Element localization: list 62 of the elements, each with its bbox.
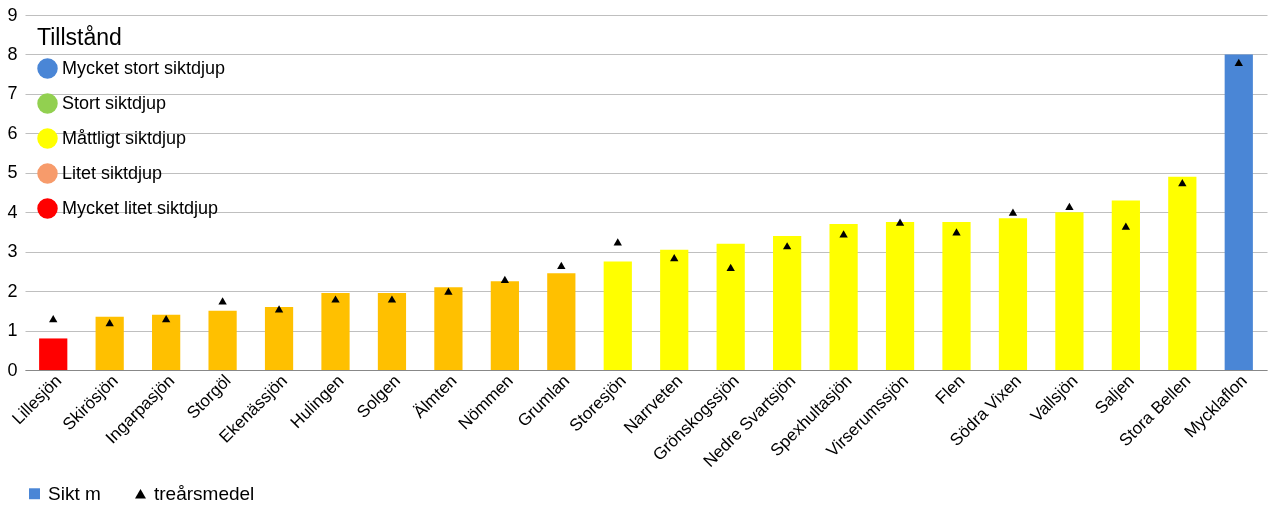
bar — [377, 293, 407, 370]
point — [557, 261, 566, 270]
y-tick-label: 6 — [7, 122, 18, 143]
y-tick-label: 7 — [7, 83, 18, 104]
point — [161, 315, 171, 323]
point — [387, 295, 397, 303]
y-tick-label: 2 — [7, 280, 18, 301]
point — [1234, 58, 1243, 66]
legend-title: Tillstånd — [37, 24, 122, 50]
point — [839, 230, 848, 238]
point — [331, 295, 340, 303]
bar — [1055, 212, 1084, 370]
point — [49, 315, 58, 323]
y-tick-label: 3 — [7, 241, 18, 262]
bar — [716, 243, 745, 370]
point — [1065, 202, 1074, 210]
point — [218, 297, 227, 305]
legend-label: Mycket stort siktdjup — [62, 57, 226, 78]
point — [1178, 179, 1187, 187]
point — [500, 275, 510, 283]
point — [1121, 222, 1131, 230]
point — [782, 242, 792, 250]
bar — [773, 235, 802, 370]
bar — [152, 314, 181, 370]
y-tick-label: 1 — [7, 320, 18, 341]
bar — [95, 316, 124, 370]
bar — [998, 218, 1028, 370]
bar — [1111, 200, 1140, 370]
bar — [547, 273, 576, 370]
point — [726, 263, 735, 272]
x-tick-label: Flen — [931, 371, 969, 408]
bar — [829, 224, 858, 370]
point — [670, 253, 679, 262]
bar — [208, 310, 237, 370]
y-tick-label: 5 — [7, 162, 18, 183]
point — [952, 228, 961, 236]
bar — [942, 222, 971, 370]
bar — [1168, 176, 1197, 370]
bar — [321, 293, 350, 370]
bar — [1224, 54, 1253, 370]
point — [895, 218, 905, 226]
point — [444, 287, 453, 295]
y-tick-label: 9 — [7, 4, 18, 25]
bar — [490, 281, 519, 370]
y-tick-label: 0 — [7, 359, 18, 380]
point — [1008, 208, 1018, 216]
legend-label: Stort siktdjup — [62, 92, 167, 113]
legend-label: Mycket litet siktdjup — [62, 197, 219, 218]
point — [613, 238, 622, 246]
point — [105, 319, 114, 327]
bar — [434, 287, 463, 370]
legend-label: Sikt m — [48, 482, 101, 504]
legend-label: Måttligt siktdjup — [62, 127, 187, 148]
y-tick-label: 8 — [7, 43, 18, 64]
bar — [660, 249, 689, 370]
bar — [39, 338, 68, 370]
legend-label: Litet siktdjup — [62, 162, 163, 183]
bar — [264, 306, 294, 370]
y-tick-label: 4 — [7, 201, 18, 222]
bar — [885, 222, 915, 370]
legend-label: treårsmedel — [154, 482, 255, 504]
bar — [603, 261, 632, 370]
